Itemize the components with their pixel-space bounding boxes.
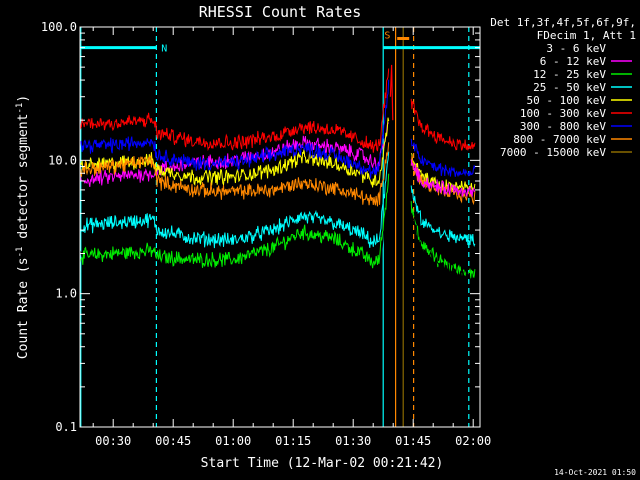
- post-gap-line-5: [410, 185, 476, 247]
- chart-title: RHESSI Count Rates: [199, 3, 362, 21]
- y-tick-label-1: 1.0: [55, 287, 77, 301]
- x-tick-label-2: 01:00: [215, 434, 251, 448]
- series-line-6: [79, 79, 390, 179]
- y-axis-label: Count Rate (s-1 detector segment-1): [15, 95, 31, 359]
- x-tick-label-1: 00:45: [155, 434, 191, 448]
- legend-label-3: 25 - 50 keV: [533, 81, 606, 94]
- legend-label-5: 100 - 300 keV: [520, 107, 606, 120]
- legend-header-line1: Det 1f,3f,4f,5f,6f,9f,: [490, 16, 636, 29]
- plot-frame: [79, 26, 481, 428]
- y-tick-label-3: 100.0: [41, 20, 77, 34]
- annotation-label-1: S: [384, 30, 390, 41]
- series-line-1: [79, 122, 389, 187]
- legend-label-0: 3 - 6 keV: [546, 42, 606, 55]
- series-layer: [79, 64, 476, 284]
- legend-label-7: 800 - 7000 keV: [513, 133, 606, 146]
- legend-label-6: 300 - 800 keV: [520, 120, 606, 133]
- legend-label-4: 50 - 100 keV: [527, 94, 607, 107]
- post-gap-line-7: [410, 212, 476, 284]
- y-axis-label-end: ): [16, 95, 31, 103]
- y-axis-label-sup2: -1: [15, 103, 25, 114]
- x-tick-label-5: 01:45: [395, 434, 431, 448]
- y-axis-label-main: Count Rate (s: [16, 257, 31, 359]
- axis-ticks: 0.1 1.0 10.0 100.0 00:30 00:45 01:00 01:15 01:30…: [41, 20, 491, 448]
- series-line-5: [79, 68, 390, 153]
- legend: Det 1f,3f,4f,5f,6f,9f, FDecim 1, Att 1 3…: [490, 16, 636, 159]
- x-tick-label-4: 01:30: [335, 434, 371, 448]
- y-tick-label-0: 0.1: [55, 420, 77, 434]
- timestamp: 14-Oct-2021 01:50: [554, 468, 636, 477]
- post-gap-line-6: [410, 201, 476, 280]
- y-tick-label-2: 10.0: [48, 153, 77, 167]
- flare-spike: [389, 64, 394, 121]
- y-axis-label-tail: detector segment: [16, 114, 31, 247]
- post-gap-line-3: [410, 156, 476, 206]
- x-tick-label-0: 00:30: [95, 434, 131, 448]
- x-tick-label-3: 01:15: [275, 434, 311, 448]
- series-line-3: [79, 151, 390, 249]
- x-axis-label: Start Time (12-Mar-02 00:21:42): [201, 456, 444, 471]
- series-line-4: [79, 117, 390, 188]
- post-gap-line-0: [410, 98, 476, 151]
- legend-label-8: 7000 - 15000 keV: [500, 146, 606, 159]
- legend-label-2: 12 - 25 keV: [533, 68, 606, 81]
- series-line-7: [79, 142, 390, 207]
- legend-label-1: 6 - 12 keV: [540, 55, 607, 68]
- x-tick-label-6: 02:00: [455, 434, 491, 448]
- y-axis-label-sup1: -1: [15, 247, 25, 258]
- series-line-2: [79, 173, 390, 269]
- annotation-label-0: N: [161, 44, 167, 55]
- legend-header-line2: FDecim 1, Att 1: [537, 29, 636, 42]
- post-gap-line-4: [410, 159, 476, 198]
- post-gap-line-1: [410, 138, 476, 177]
